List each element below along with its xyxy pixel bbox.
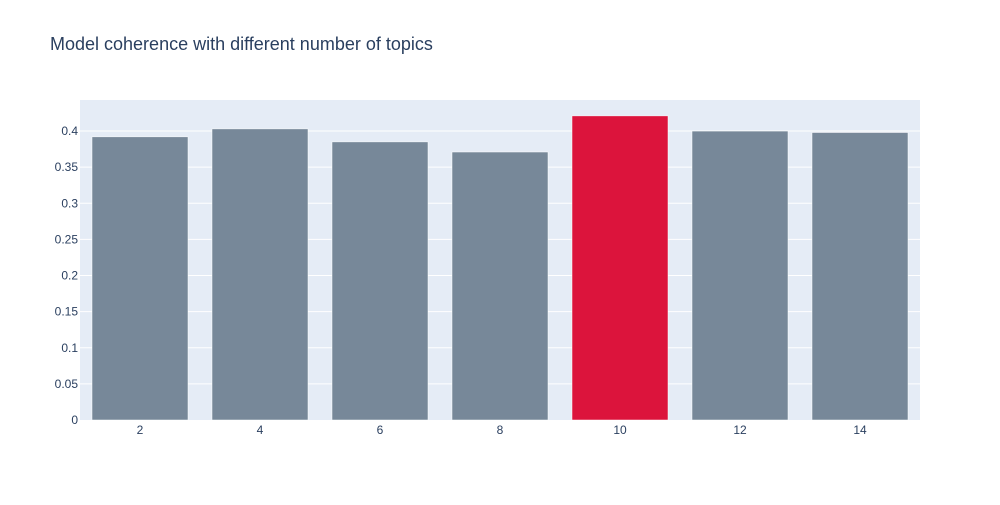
x-tick-label: 2 xyxy=(137,423,144,437)
bar-topics-10 xyxy=(571,115,669,421)
y-tick-label: 0.2 xyxy=(61,269,78,283)
x-tick-label: 6 xyxy=(377,423,384,437)
x-tick-label: 4 xyxy=(257,423,264,437)
bar-topics-4 xyxy=(211,128,309,421)
y-tick-label: 0 xyxy=(71,413,78,427)
y-tick-label: 0.35 xyxy=(55,160,79,174)
y-tick-label: 0.3 xyxy=(61,196,78,210)
y-tick-label: 0.15 xyxy=(55,305,79,319)
y-tick-label: 0.25 xyxy=(55,232,79,246)
x-tick-label: 14 xyxy=(853,423,867,437)
bar-topics-6 xyxy=(331,141,429,421)
x-axis-ticks: 2 4 6 8 10 12 14 xyxy=(137,423,867,437)
bars xyxy=(91,115,909,421)
y-tick-label: 0.1 xyxy=(61,341,78,355)
x-tick-label: 10 xyxy=(613,423,627,437)
chart-title: Model coherence with different number of… xyxy=(50,34,433,54)
y-tick-label: 0.05 xyxy=(55,377,79,391)
bar-topics-8 xyxy=(451,151,549,421)
bar-topics-12 xyxy=(691,130,789,421)
bar-topics-2 xyxy=(91,136,189,421)
y-axis-ticks: 0 0.05 0.1 0.15 0.2 0.25 0.3 0.35 0.4 xyxy=(55,124,79,427)
bar-topics-14 xyxy=(811,132,909,421)
y-tick-label: 0.4 xyxy=(61,124,78,138)
x-tick-label: 8 xyxy=(497,423,504,437)
x-tick-label: 12 xyxy=(733,423,747,437)
